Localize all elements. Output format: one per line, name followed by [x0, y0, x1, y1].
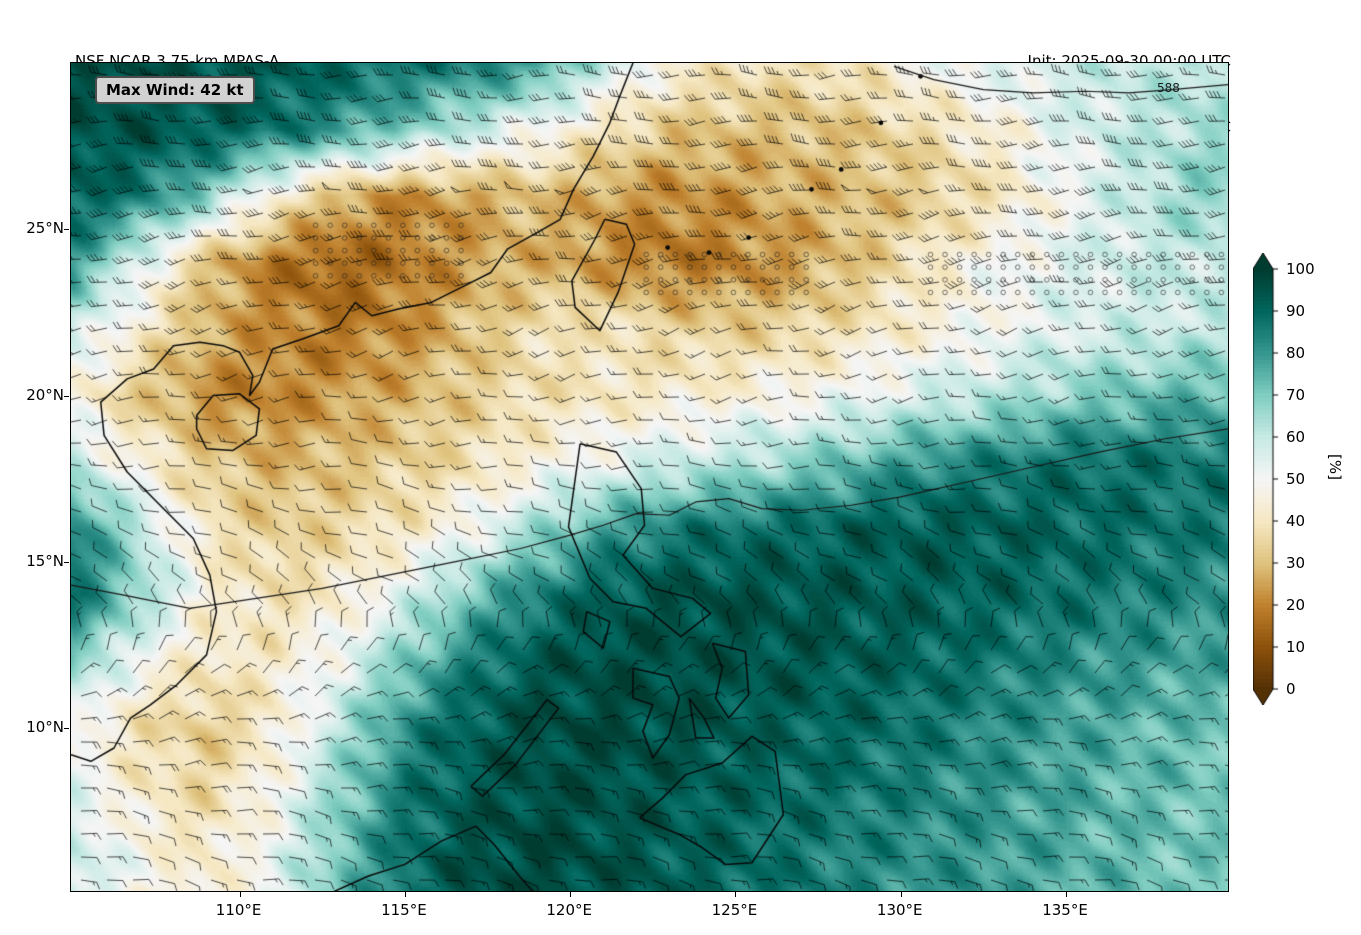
colorbar-tick-label: 10	[1286, 638, 1306, 656]
y-tick-mark	[64, 728, 69, 730]
colorbar-gradient	[1253, 253, 1279, 705]
x-tick-mark	[1066, 892, 1068, 897]
x-tick-mark	[900, 892, 902, 897]
colorbar-tick-label: 50	[1286, 470, 1306, 488]
colorbar-tick-label: 70	[1286, 386, 1306, 404]
y-tick-mark	[64, 229, 69, 231]
height-contour-label: 588	[1157, 81, 1180, 95]
y-tick-label: 20°N	[26, 385, 64, 404]
colorbar-tick-label: 40	[1286, 512, 1306, 530]
x-tick-mark	[239, 892, 241, 897]
colorbar-tick-label: 100	[1286, 260, 1315, 278]
colorbar-tick-label: 30	[1286, 554, 1306, 572]
x-tick-label: 115°E	[381, 901, 427, 919]
x-tick-label: 125°E	[711, 901, 758, 919]
x-tick-label: 110°E	[215, 901, 262, 919]
colorbar-tick-label: 60	[1286, 428, 1306, 446]
y-tick-mark	[64, 395, 69, 397]
y-tick-label: 25°N	[26, 219, 64, 238]
colorbar-tick-label: 90	[1286, 302, 1306, 320]
x-tick-mark	[570, 892, 572, 897]
colorbar-tick-label: 80	[1286, 344, 1306, 362]
y-tick-label: 15°N	[26, 551, 64, 570]
x-tick-label: 135°E	[1042, 901, 1088, 919]
colorbar: 100 90 80 70 60 50 40 30 20 10 0	[1253, 253, 1361, 713]
y-tick-label: 10°N	[26, 718, 64, 737]
colorbar-tick-label: 0	[1286, 680, 1296, 698]
x-tick-mark	[735, 892, 737, 897]
y-tick-mark	[64, 561, 69, 563]
colorbar-tick-label: 20	[1286, 596, 1306, 614]
x-tick-mark	[404, 892, 406, 897]
x-axis: 110°E 115°E 120°E 125°E 130°E 135°E	[70, 901, 1229, 925]
rh-wind-map-canvas	[71, 63, 1228, 891]
map-plot-area: Max Wind: 42 kt 588	[70, 62, 1229, 892]
y-axis: 25°N 20°N 15°N 10°N	[0, 62, 64, 892]
colorbar-unit-label: [%]	[1325, 454, 1344, 480]
x-tick-label: 120°E	[546, 901, 592, 919]
x-tick-label: 130°E	[876, 901, 923, 919]
max-wind-badge: Max Wind: 42 kt	[95, 76, 255, 104]
